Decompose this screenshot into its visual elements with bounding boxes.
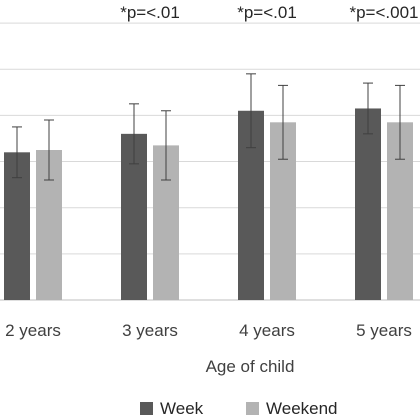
- error-bar: [278, 84, 288, 160]
- error-bar: [129, 103, 139, 165]
- x-tick-label: 2 years: [5, 321, 61, 340]
- gridlines: [0, 22, 420, 301]
- x-tick-label: 3 years: [122, 321, 178, 340]
- error-bar: [246, 73, 256, 149]
- x-axis-title: Age of child: [206, 357, 295, 376]
- bars: [4, 108, 413, 301]
- significance-annotation: *p=<.001: [349, 3, 418, 22]
- bar-week: [355, 108, 381, 300]
- legend-swatch-weekend: [246, 402, 259, 415]
- error-bars: [12, 73, 405, 181]
- error-bar: [395, 84, 405, 160]
- error-bar: [44, 119, 54, 181]
- legend-label-week: Week: [160, 399, 204, 418]
- significance-annotation: *p=<.01: [120, 3, 180, 22]
- legend-label-weekend: Weekend: [266, 399, 338, 418]
- significance-annotations: *p=<.01 *p=<.01 *p=<.001: [120, 3, 418, 22]
- legend-swatch-week: [140, 402, 153, 415]
- legend: Week Weekend: [140, 399, 338, 418]
- significance-annotation: *p=<.01: [237, 3, 297, 22]
- error-bar: [12, 126, 22, 179]
- x-tick-label: 4 years: [239, 321, 295, 340]
- error-bar: [161, 110, 171, 181]
- x-tick-labels: 2 years 3 years 4 years 5 years: [5, 321, 412, 340]
- x-tick-label: 5 years: [356, 321, 412, 340]
- error-bar: [363, 82, 373, 135]
